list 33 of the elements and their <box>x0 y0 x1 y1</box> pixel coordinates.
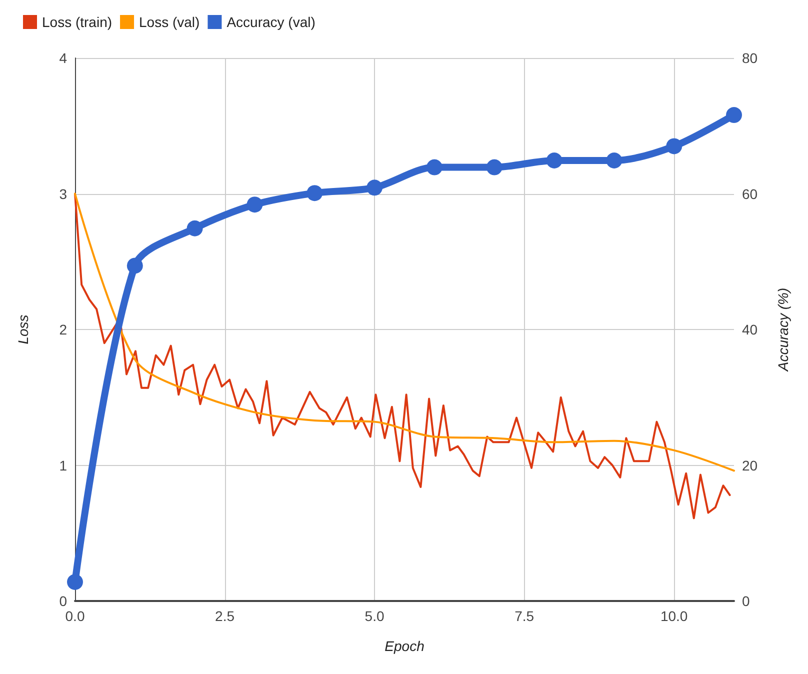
y-axis-title: Loss <box>15 314 31 344</box>
y2-tick-label: 0 <box>742 593 750 609</box>
point <box>126 258 143 274</box>
point <box>606 152 622 168</box>
point <box>366 180 383 196</box>
x-tick-label: 2.5 <box>215 608 235 624</box>
y2-tick-label: 80 <box>742 50 758 66</box>
y-tick-label: 3 <box>59 186 68 202</box>
point <box>67 574 83 590</box>
point <box>546 152 562 168</box>
x-axis-title: Epoch <box>384 638 425 654</box>
x-tick-label: 0.0 <box>65 608 85 624</box>
y2-tick-label: 40 <box>742 322 758 338</box>
y-tick-label: 4 <box>59 50 68 66</box>
x-tick-label: 5.0 <box>364 608 384 624</box>
legend-label: Loss (train) <box>42 14 112 30</box>
point <box>726 107 742 124</box>
point <box>186 220 203 236</box>
point <box>306 185 323 202</box>
x-tick-label: 10.0 <box>660 608 688 624</box>
y2-tick-label: 20 <box>742 457 758 474</box>
y2-axis-title: Accuracy (%) <box>775 288 791 372</box>
y-tick-label: 2 <box>59 322 68 338</box>
y-tick-label: 1 <box>59 457 68 474</box>
point <box>666 138 682 154</box>
y2-tick-label: 60 <box>742 186 758 202</box>
legend-label: Loss (val) <box>139 14 200 30</box>
x-tick-label: 7.5 <box>514 608 534 624</box>
legend-label: Accuracy (val) <box>226 14 316 30</box>
point <box>246 196 263 213</box>
point <box>426 159 442 176</box>
point <box>486 159 502 176</box>
y-tick-label: 0 <box>59 593 68 609</box>
